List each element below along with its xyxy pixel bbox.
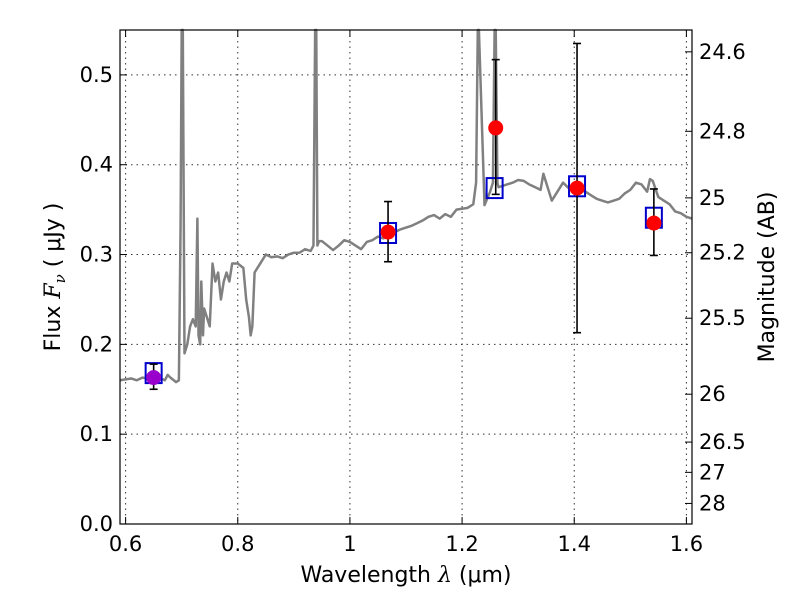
y-tick-label: 0.2 <box>80 332 113 356</box>
y-axis-label: Flux Fν ( μJy ) <box>41 203 69 352</box>
y-tick-label: 0.0 <box>80 512 113 536</box>
x-tick-label: 0.6 <box>109 532 142 556</box>
y2-tick-label: 25.2 <box>699 241 746 265</box>
y2-axis-label: Magnitude (AB) <box>755 192 780 363</box>
x-tick-label: 1.2 <box>445 532 478 556</box>
y-tick-label: 0.5 <box>80 63 113 87</box>
y2-tick-label: 24.8 <box>699 119 746 143</box>
plot-background <box>120 30 692 524</box>
y2-tick-label: 26.5 <box>699 430 746 454</box>
observed-point <box>380 224 396 240</box>
observed-point <box>146 370 162 386</box>
y2-tick-label: 27 <box>699 460 726 484</box>
x-tick-label: 0.8 <box>221 532 254 556</box>
y-tick-label: 0.3 <box>80 243 113 267</box>
y2-tick-label: 25.5 <box>699 306 746 330</box>
plot-frame <box>119 29 693 525</box>
y2-tick-label: 25 <box>699 186 726 210</box>
x-tick-label: 1.6 <box>670 532 703 556</box>
observed-photometry-series <box>146 42 662 391</box>
x-axis-label: Wavelength λ (μm) <box>300 563 511 588</box>
observed-point <box>646 215 662 231</box>
observed-point <box>488 120 504 136</box>
y2-tick-label: 24.6 <box>699 40 746 64</box>
y2-axis: 24.6 24.8 25 25.2 25.5 26 26.5 27 28 <box>685 40 746 515</box>
observed-point <box>569 180 585 196</box>
y2-tick-label: 28 <box>699 491 726 515</box>
y2-tick-label: 26 <box>699 382 726 406</box>
y-axis: 0.0 0.1 0.2 0.3 0.4 0.5 <box>80 63 127 536</box>
x-tick-label: 1.4 <box>558 532 591 556</box>
y-tick-label: 0.1 <box>80 422 113 446</box>
x-axis: 0.6 0.8 1 1.2 1.4 1.6 <box>109 30 703 556</box>
y-tick-label: 0.4 <box>80 153 113 177</box>
model-photometry-square <box>485 177 504 200</box>
x-tick-label: 1 <box>343 532 356 556</box>
